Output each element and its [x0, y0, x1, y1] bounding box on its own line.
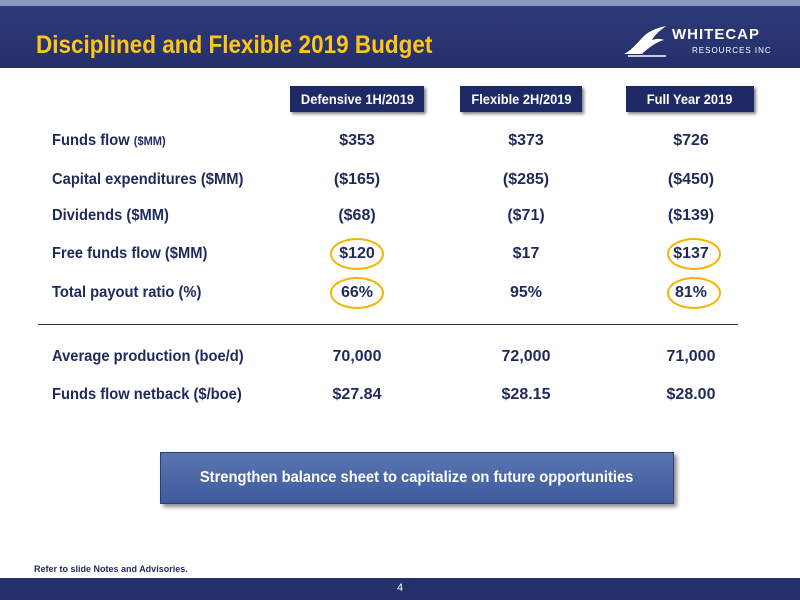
logo-subtitle: RESOURCES INC: [692, 46, 772, 55]
row-label-free-funds-flow: Free funds flow ($MM): [52, 245, 208, 262]
row-label-average-production: Average production (boe/d): [52, 348, 244, 365]
row-label-netback: Funds flow netback ($/boe): [52, 386, 242, 403]
table-cell: 70,000: [332, 348, 382, 365]
table-cell: ($71): [507, 207, 545, 224]
page-number: 4: [396, 582, 404, 594]
row-label-payout-ratio: Total payout ratio (%): [52, 284, 202, 301]
table-cell: 95%: [509, 284, 543, 301]
slide-title: Disciplined and Flexible 2019 Budget: [36, 31, 433, 59]
table-cell: $28.00: [666, 386, 716, 403]
table-cell: ($285): [502, 171, 550, 188]
highlight-circle: [330, 238, 384, 270]
row-label-capex: Capital expenditures ($MM): [52, 171, 244, 188]
footnote: Refer to slide Notes and Advisories.: [34, 564, 188, 574]
table-cell: ($165): [333, 171, 381, 188]
table-cell: ($450): [667, 171, 715, 188]
highlight-circle: [667, 277, 721, 309]
table-cell: $353: [339, 132, 375, 149]
table-cell: $27.84: [332, 386, 382, 403]
table-cell: 72,000: [501, 348, 551, 365]
highlight-circle: [330, 277, 384, 309]
table-cell: ($68): [338, 207, 376, 224]
wave-icon: [624, 26, 666, 57]
table-cell: $726: [673, 132, 709, 149]
table-cell: $373: [508, 132, 544, 149]
column-header-defensive: Defensive 1H/2019: [290, 86, 424, 112]
callout-box: Strengthen balance sheet to capitalize o…: [160, 452, 674, 504]
table-cell: 71,000: [666, 348, 716, 365]
top-accent-strip: [0, 0, 800, 6]
company-logo: WHITECAP RESOURCES INC: [622, 18, 772, 66]
row-label-funds-flow: Funds flow ($MM): [52, 132, 166, 149]
column-header-full-year: Full Year 2019: [626, 86, 754, 112]
column-header-flexible: Flexible 2H/2019: [460, 86, 582, 112]
table-cell: $17: [512, 245, 540, 262]
highlight-circle: [667, 238, 721, 270]
table-cell: ($139): [667, 207, 715, 224]
table-cell: $28.15: [501, 386, 551, 403]
footer-bar: 4: [0, 578, 800, 600]
title-bar: Disciplined and Flexible 2019 Budget WHI…: [0, 6, 800, 68]
table-divider: [38, 324, 738, 325]
logo-wordmark: WHITECAP: [672, 26, 760, 43]
row-label-dividends: Dividends ($MM): [52, 207, 169, 224]
